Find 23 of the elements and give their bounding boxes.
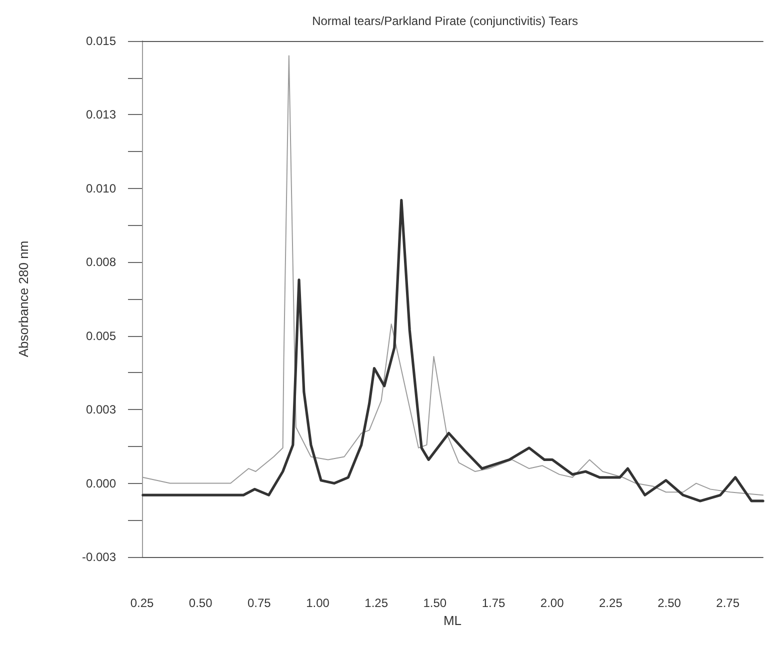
y-tick-label: 0.013 xyxy=(86,108,116,122)
x-axis-title: ML xyxy=(443,612,462,628)
chart-title: Normal tears/Parkland Pirate (conjunctivitis) Tears xyxy=(312,14,578,28)
x-tick-label: 2.00 xyxy=(540,596,564,610)
x-tick-label: 1.25 xyxy=(364,596,388,610)
x-tick-label: 2.25 xyxy=(599,596,623,610)
x-tick-label: 1.00 xyxy=(306,596,330,610)
x-tick-label: 0.25 xyxy=(130,596,154,610)
x-tick-label: 0.75 xyxy=(247,596,272,610)
x-tick-label: 1.50 xyxy=(423,596,447,610)
y-tick-label: -0.003 xyxy=(82,550,116,564)
x-tick-label: 1.75 xyxy=(482,596,506,610)
y-tick-label: 0.010 xyxy=(86,181,116,196)
x-tick-label: 0.50 xyxy=(188,596,213,610)
line-series xyxy=(142,198,764,502)
y-tick-label: 0.008 xyxy=(86,255,116,270)
y-tick-label: 0.000 xyxy=(86,476,116,490)
y-tick-label: 0.005 xyxy=(86,328,116,343)
y-tick-label: 0.003 xyxy=(86,402,116,417)
y-axis-title: Absorbance 280 nm xyxy=(16,240,31,358)
x-tick-label: 2.75 xyxy=(716,596,740,610)
y-tick-label: 0.015 xyxy=(86,34,116,48)
x-tick-label: 2.50 xyxy=(658,596,682,610)
